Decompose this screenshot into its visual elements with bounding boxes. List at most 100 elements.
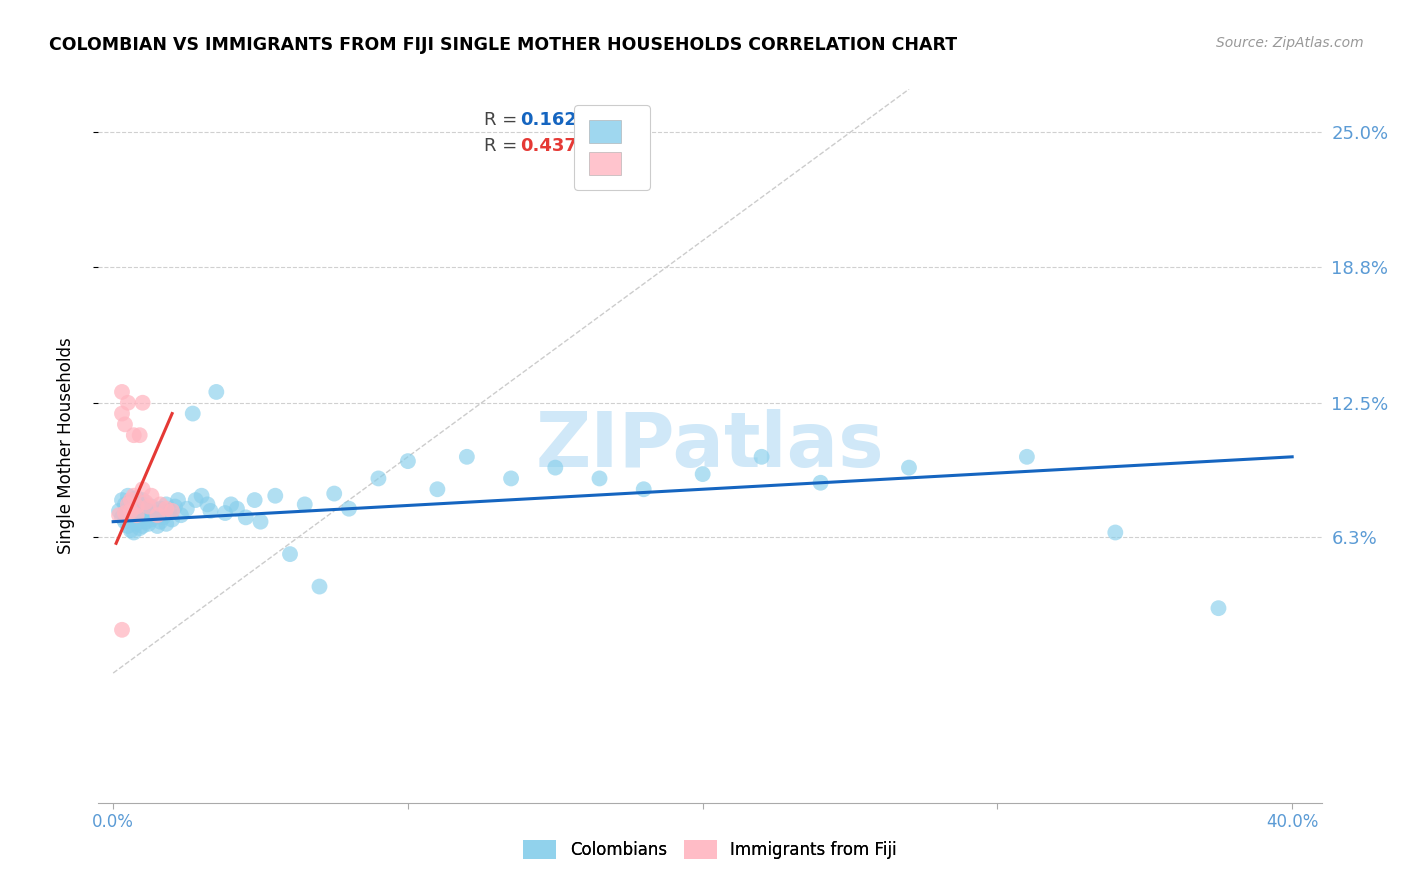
Point xyxy=(128,508,150,523)
Point xyxy=(544,460,567,475)
Point xyxy=(588,471,610,485)
Text: R =: R = xyxy=(484,137,523,155)
Point xyxy=(138,504,160,518)
Point xyxy=(135,495,157,509)
Text: 24: 24 xyxy=(627,137,652,155)
Point xyxy=(125,491,148,505)
Point xyxy=(128,428,150,442)
Point xyxy=(176,501,198,516)
Text: Source: ZipAtlas.com: Source: ZipAtlas.com xyxy=(1216,36,1364,50)
Point xyxy=(160,512,183,526)
Point xyxy=(114,417,136,432)
Point xyxy=(135,515,157,529)
Point xyxy=(152,510,174,524)
Point xyxy=(146,506,169,520)
Point xyxy=(219,497,242,511)
Point xyxy=(122,525,145,540)
Point xyxy=(155,516,177,531)
Point xyxy=(170,508,193,523)
Point xyxy=(278,547,301,561)
Point xyxy=(117,396,139,410)
Point xyxy=(131,493,153,508)
Point xyxy=(141,489,163,503)
Point xyxy=(149,501,172,516)
Point xyxy=(111,493,134,508)
Point xyxy=(308,580,330,594)
Point xyxy=(128,495,150,509)
Point xyxy=(167,493,190,508)
Point xyxy=(155,501,177,516)
Point xyxy=(205,384,228,399)
Point xyxy=(122,500,145,514)
Point xyxy=(264,489,287,503)
Point xyxy=(396,454,419,468)
Point xyxy=(633,482,655,496)
Point xyxy=(499,471,522,485)
Point xyxy=(692,467,714,482)
Point xyxy=(138,500,160,514)
Point xyxy=(243,493,266,508)
Point xyxy=(197,497,219,511)
Point xyxy=(214,506,236,520)
Text: R =: R = xyxy=(484,111,523,128)
Point xyxy=(111,510,134,524)
Point xyxy=(120,508,142,523)
Point xyxy=(810,475,832,490)
Point xyxy=(108,508,131,523)
Point xyxy=(114,506,136,520)
Point xyxy=(456,450,478,464)
Point xyxy=(184,493,207,508)
Point xyxy=(1104,525,1126,540)
Point xyxy=(337,501,360,516)
Point xyxy=(181,407,204,421)
Point xyxy=(128,521,150,535)
Point xyxy=(117,489,139,503)
Text: ZIPatlas: ZIPatlas xyxy=(536,409,884,483)
Point xyxy=(114,497,136,511)
Point xyxy=(111,384,134,399)
Point xyxy=(125,516,148,531)
Point xyxy=(249,515,271,529)
Point xyxy=(226,501,249,516)
Point xyxy=(125,504,148,518)
Text: N =: N = xyxy=(593,137,634,155)
Point xyxy=(117,519,139,533)
Point xyxy=(111,407,134,421)
Point xyxy=(160,504,183,518)
Point xyxy=(155,497,177,511)
Point xyxy=(751,450,773,464)
Point xyxy=(138,516,160,531)
Point xyxy=(122,512,145,526)
Point xyxy=(135,501,157,516)
Point xyxy=(141,512,163,526)
Point xyxy=(1208,601,1230,615)
Point xyxy=(120,524,142,538)
Point xyxy=(114,515,136,529)
Legend: Colombians, Immigrants from Fiji: Colombians, Immigrants from Fiji xyxy=(516,833,904,866)
Point xyxy=(120,504,142,518)
Point xyxy=(898,460,921,475)
Point xyxy=(157,504,180,518)
Point xyxy=(122,489,145,503)
Point xyxy=(294,497,316,511)
Point xyxy=(131,396,153,410)
Point xyxy=(235,510,257,524)
Point xyxy=(117,506,139,520)
Point xyxy=(120,495,142,509)
Text: 0.162: 0.162 xyxy=(520,111,578,128)
Point xyxy=(1015,450,1038,464)
Point xyxy=(149,515,172,529)
Point xyxy=(146,519,169,533)
Point xyxy=(131,519,153,533)
Point xyxy=(125,508,148,523)
Point xyxy=(367,471,389,485)
Point xyxy=(125,500,148,514)
Point xyxy=(117,497,139,511)
Text: N =: N = xyxy=(593,111,634,128)
Text: 76: 76 xyxy=(627,111,652,128)
Point xyxy=(131,482,153,496)
Text: 0.437: 0.437 xyxy=(520,137,578,155)
Point xyxy=(108,504,131,518)
Text: COLOMBIAN VS IMMIGRANTS FROM FIJI SINGLE MOTHER HOUSEHOLDS CORRELATION CHART: COLOMBIAN VS IMMIGRANTS FROM FIJI SINGLE… xyxy=(49,36,957,54)
Point xyxy=(122,428,145,442)
